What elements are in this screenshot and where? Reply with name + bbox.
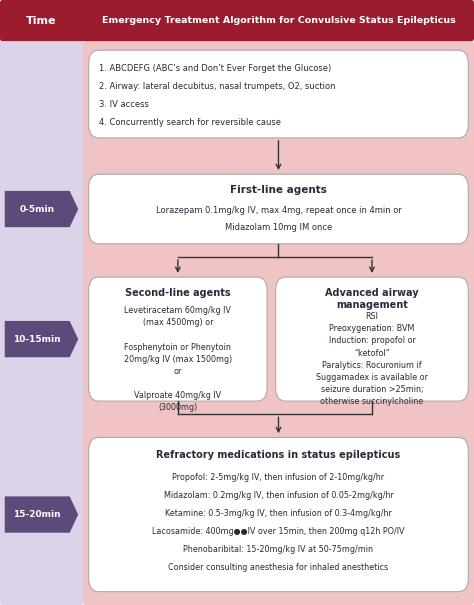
Text: Lorazepam 0.1mg/kg IV, max 4mg, repeat once in 4min or: Lorazepam 0.1mg/kg IV, max 4mg, repeat o… — [155, 206, 401, 215]
Text: Time: Time — [26, 16, 57, 25]
FancyBboxPatch shape — [89, 277, 267, 401]
Polygon shape — [5, 321, 78, 357]
Text: Ketamine: 0.5-3mg/kg IV, then infusion of 0.3-4mg/kg/hr: Ketamine: 0.5-3mg/kg IV, then infusion o… — [165, 509, 392, 518]
Text: 2. Airway: lateral decubitus, nasal trumpets, O2, suction: 2. Airway: lateral decubitus, nasal trum… — [99, 82, 336, 91]
Polygon shape — [5, 191, 78, 227]
Text: Levetiracetam 60mg/kg IV
(max 4500mg) or

Fosphenytoin or Phenytoin
20mg/kg IV (: Levetiracetam 60mg/kg IV (max 4500mg) or… — [124, 306, 232, 413]
FancyBboxPatch shape — [0, 0, 474, 41]
Text: Midazolam 10mg IM once: Midazolam 10mg IM once — [225, 223, 332, 232]
Text: Second-line agents: Second-line agents — [125, 288, 231, 298]
Polygon shape — [5, 496, 78, 533]
Text: Phenobaribital: 15-20mg/kg IV at 50-75mg/min: Phenobaribital: 15-20mg/kg IV at 50-75mg… — [183, 545, 374, 554]
FancyBboxPatch shape — [0, 0, 83, 605]
FancyBboxPatch shape — [89, 50, 468, 138]
Text: Refractory medications in status epilepticus: Refractory medications in status epilept… — [156, 450, 401, 460]
FancyBboxPatch shape — [89, 174, 468, 244]
FancyBboxPatch shape — [89, 437, 468, 592]
FancyBboxPatch shape — [275, 277, 468, 401]
Text: 3. IV access: 3. IV access — [99, 100, 149, 109]
Text: RSI
Preoxygenation: BVM
Induction: propofol or
“ketofol”
Paralytics: Rocuronium : RSI Preoxygenation: BVM Induction: propo… — [316, 312, 428, 406]
Text: Advanced airway
management: Advanced airway management — [325, 288, 419, 310]
Text: 4. Concurrently search for reversible cause: 4. Concurrently search for reversible ca… — [99, 118, 281, 127]
Text: Emergency Treatment Algorithm for Convulsive Status Epilepticus: Emergency Treatment Algorithm for Convul… — [101, 16, 456, 25]
FancyBboxPatch shape — [83, 41, 474, 605]
Text: Midazolam: 0.2mg/kg IV, then infusion of 0.05-2mg/kg/hr: Midazolam: 0.2mg/kg IV, then infusion of… — [164, 491, 393, 500]
Text: 10-15min: 10-15min — [13, 335, 61, 344]
Text: Consider consulting anesthesia for inhaled anesthetics: Consider consulting anesthesia for inhal… — [168, 563, 389, 572]
Text: 15-20min: 15-20min — [13, 510, 61, 519]
Text: Propofol: 2-5mg/kg IV, then infusion of 2-10mg/kg/hr: Propofol: 2-5mg/kg IV, then infusion of … — [173, 473, 384, 482]
Text: 1. ABCDEFG (ABC’s and Don’t Ever Forget the Glucose): 1. ABCDEFG (ABC’s and Don’t Ever Forget … — [99, 64, 331, 73]
Text: Lacosamide: 400mg●●IV over 15min, then 200mg q12h PO/IV: Lacosamide: 400mg●●IV over 15min, then 2… — [152, 527, 405, 536]
Text: 0-5min: 0-5min — [19, 204, 55, 214]
Text: First-line agents: First-line agents — [230, 185, 327, 195]
